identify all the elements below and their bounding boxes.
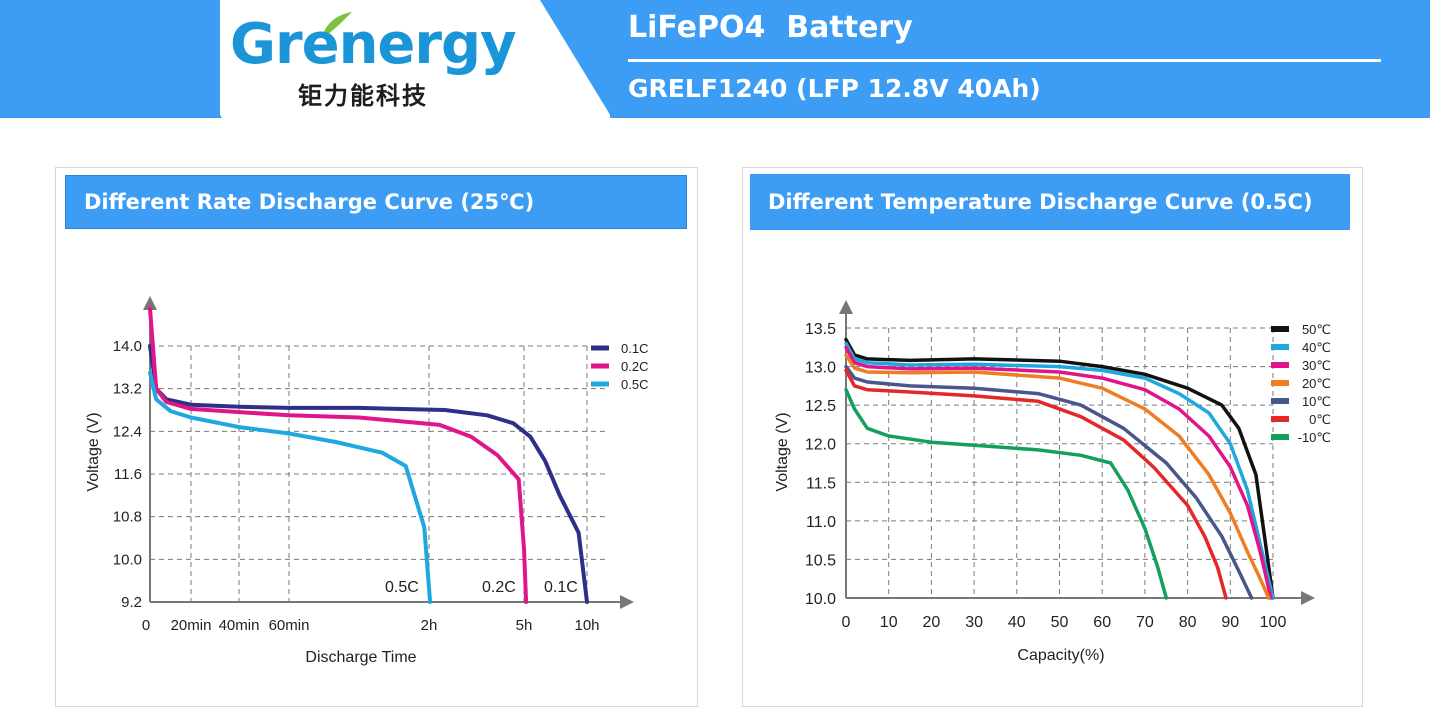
legend-swatch: [1271, 362, 1289, 368]
header-slant-right: [540, 0, 612, 118]
series-line: [844, 364, 1254, 600]
brand-chinese-name: 钜力能科技: [298, 82, 428, 110]
y-tick-label: 11.6: [114, 466, 142, 483]
y-tick-label: 14.0: [113, 338, 142, 355]
series-line: [844, 337, 1275, 600]
series-end-label: 0.5C: [385, 579, 419, 596]
legend-label: 40℃: [1302, 340, 1331, 355]
legend-swatch: [1271, 326, 1289, 332]
product-model: GRELF1240 (LFP 12.8V 40Ah): [628, 74, 1041, 103]
x-tick-label: 80: [1179, 614, 1197, 631]
series-end-label: 0.2C: [482, 579, 516, 596]
y-axis-arrow: [143, 296, 157, 310]
x-tick-label: 5h: [516, 617, 533, 634]
legend-label: -10℃: [1298, 430, 1331, 445]
legend-label: 30℃: [1302, 358, 1331, 373]
brand-logo: Grenergy 钜力能科技: [230, 6, 530, 110]
x-tick-label: 40min: [219, 617, 260, 634]
x-tick-label: 10: [880, 614, 898, 631]
legend-swatch: [1271, 380, 1289, 386]
x-tick-label: 70: [1136, 614, 1154, 631]
x-tick-label: 60min: [269, 617, 310, 634]
x-tick-label: 0: [142, 617, 150, 634]
y-axis-label: Voltage (V): [774, 412, 791, 491]
series-line: [844, 353, 1271, 600]
legend-label: 0.5C: [621, 377, 648, 392]
series-line: [148, 306, 529, 604]
x-axis-arrow: [620, 595, 634, 609]
series-line: [148, 344, 589, 604]
y-tick-label: 9.2: [121, 594, 142, 611]
series-end-label: 0.1C: [544, 579, 578, 596]
temperature-discharge-chart: 10.0 10.5 11.0 11.5 12.0 12.5 13.0 13.5 0 10 20 30 4…: [774, 300, 1331, 664]
rate-discharge-chart: 14.0 13.2 12.4 11.6 10.8 10.0 9.20 20min 40min 60…: [85, 296, 648, 666]
header-slant-left: [150, 0, 222, 118]
header-divider: [628, 59, 1381, 62]
y-tick-label: 13.0: [805, 360, 836, 377]
series-line: [148, 370, 433, 604]
x-tick-label: 100: [1260, 614, 1287, 631]
product-title: LiFePO4 Battery: [628, 10, 913, 45]
series-line: [844, 387, 1169, 600]
y-tick-label: 13.5: [805, 321, 836, 338]
temperature-chart-title: Different Temperature Discharge Curve (0…: [750, 174, 1350, 230]
legend-label: 0℃: [1309, 412, 1331, 427]
series-line: [844, 345, 1273, 600]
y-tick-label: 10.5: [805, 552, 836, 569]
x-tick-label: 2h: [421, 617, 438, 634]
y-tick-label: 12.5: [805, 398, 836, 415]
x-tick-label: 20min: [171, 617, 212, 634]
legend-swatch: [1271, 344, 1289, 350]
legend-label: 20℃: [1302, 376, 1331, 391]
y-axis-label: Voltage (V): [85, 412, 102, 491]
y-tick-label: 13.2: [113, 381, 142, 398]
x-tick-label: 50: [1051, 614, 1069, 631]
y-tick-label: 11.5: [806, 475, 836, 492]
y-tick-label: 10.0: [805, 591, 836, 608]
x-axis-label: Discharge Time: [305, 649, 416, 666]
rate-chart-panel: [55, 167, 698, 707]
y-tick-label: 12.0: [805, 437, 836, 454]
x-axis-label: Capacity(%): [1017, 647, 1104, 664]
legend-label: 0.1C: [621, 341, 648, 356]
legend-label: 10℃: [1302, 394, 1331, 409]
y-axis-arrow: [839, 300, 853, 314]
y-tick-label: 10.8: [113, 509, 142, 526]
rate-chart-title: Different Rate Discharge Curve (25℃): [65, 175, 687, 229]
y-tick-label: 11.0: [806, 514, 836, 531]
legend-label: 0.2C: [621, 359, 648, 374]
series-line: [844, 341, 1275, 600]
series-line: [844, 368, 1228, 600]
legend-label: 50℃: [1302, 322, 1331, 337]
legend-swatch: [1271, 416, 1289, 422]
x-tick-label: 60: [1093, 614, 1111, 631]
x-tick-label: 10h: [574, 617, 599, 634]
x-tick-label: 90: [1221, 614, 1239, 631]
x-tick-label: 20: [923, 614, 941, 631]
leaf-icon: [322, 12, 352, 36]
legend-swatch: [1271, 398, 1289, 404]
x-axis-arrow: [1301, 591, 1315, 605]
x-tick-label: 40: [1008, 614, 1026, 631]
brand-wordmark: Grenergy: [230, 12, 517, 77]
y-tick-label: 12.4: [113, 423, 142, 440]
y-tick-label: 10.0: [113, 551, 142, 568]
legend-swatch: [1271, 434, 1289, 440]
x-tick-label: 30: [965, 614, 983, 631]
x-tick-label: 0: [842, 614, 851, 631]
